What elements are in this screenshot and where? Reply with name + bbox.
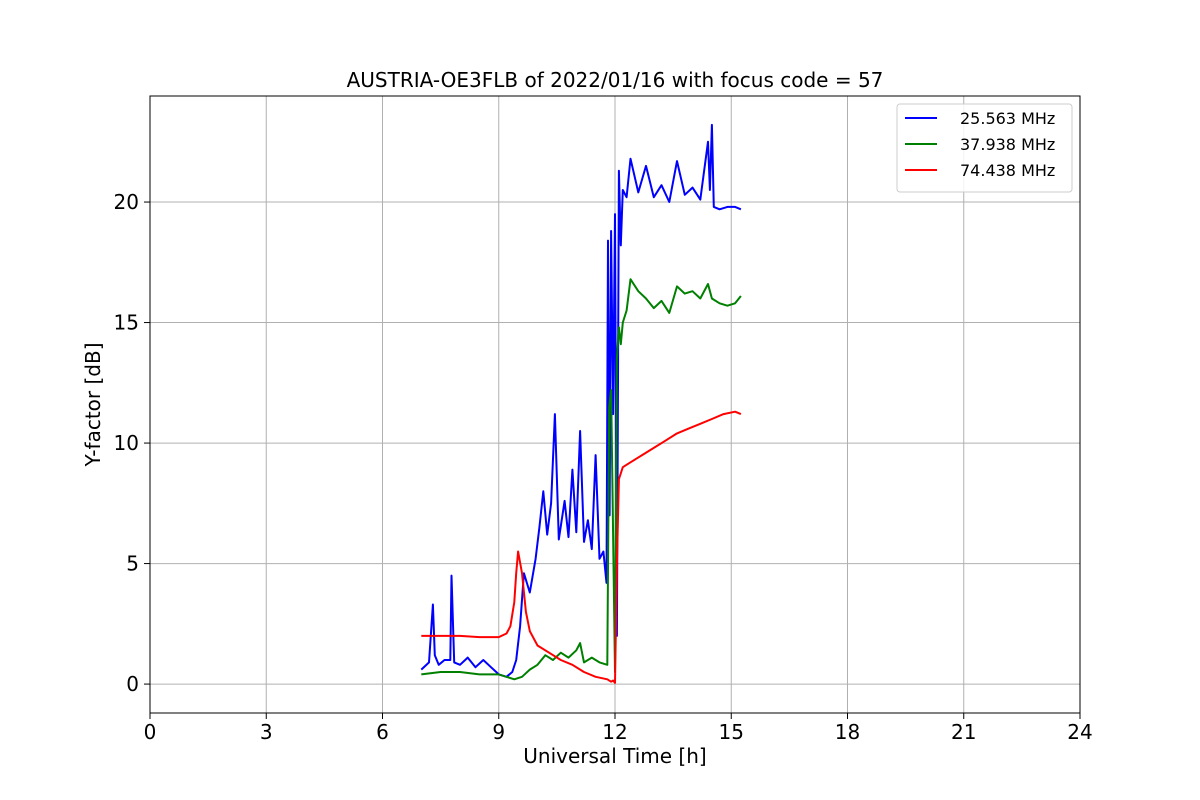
y-tick-label: 5 [126,552,139,576]
legend-label: 25.563 MHz [960,109,1055,128]
series-line [420,123,742,678]
x-tick-label: 21 [951,720,976,744]
x-tick-label: 15 [719,720,744,744]
y-tick-label: 20 [114,190,139,214]
series-line [421,410,742,684]
y-axis-label: Y-factor [dB] [81,342,105,467]
x-tick-label: 24 [1067,720,1092,744]
x-tick-label: 18 [835,720,860,744]
x-tick-label: 6 [376,720,389,744]
legend-box [896,103,1073,193]
y-tick-label: 10 [114,431,139,455]
x-axis-label: Universal Time [h] [523,744,706,768]
y-tick-label: 0 [126,672,139,696]
x-tick-label: 12 [602,720,627,744]
legend-label: 37.938 MHz [960,135,1055,154]
x-tick-label: 3 [260,720,273,744]
chart-title: AUSTRIA-OE3FLB of 2022/01/16 with focus … [347,68,884,92]
ticks: 0 3 6 9 12 15 18 21 24 0 5 10 15 20 [114,190,1093,744]
x-tick-label: 0 [144,720,157,744]
x-tick-label: 9 [492,720,505,744]
legend-label: 74.438 MHz [960,161,1055,180]
series-layer [420,123,742,684]
legend: 25.563 MHz 37.938 MHz 74.438 MHz [896,103,1073,193]
y-tick-label: 15 [114,311,139,335]
